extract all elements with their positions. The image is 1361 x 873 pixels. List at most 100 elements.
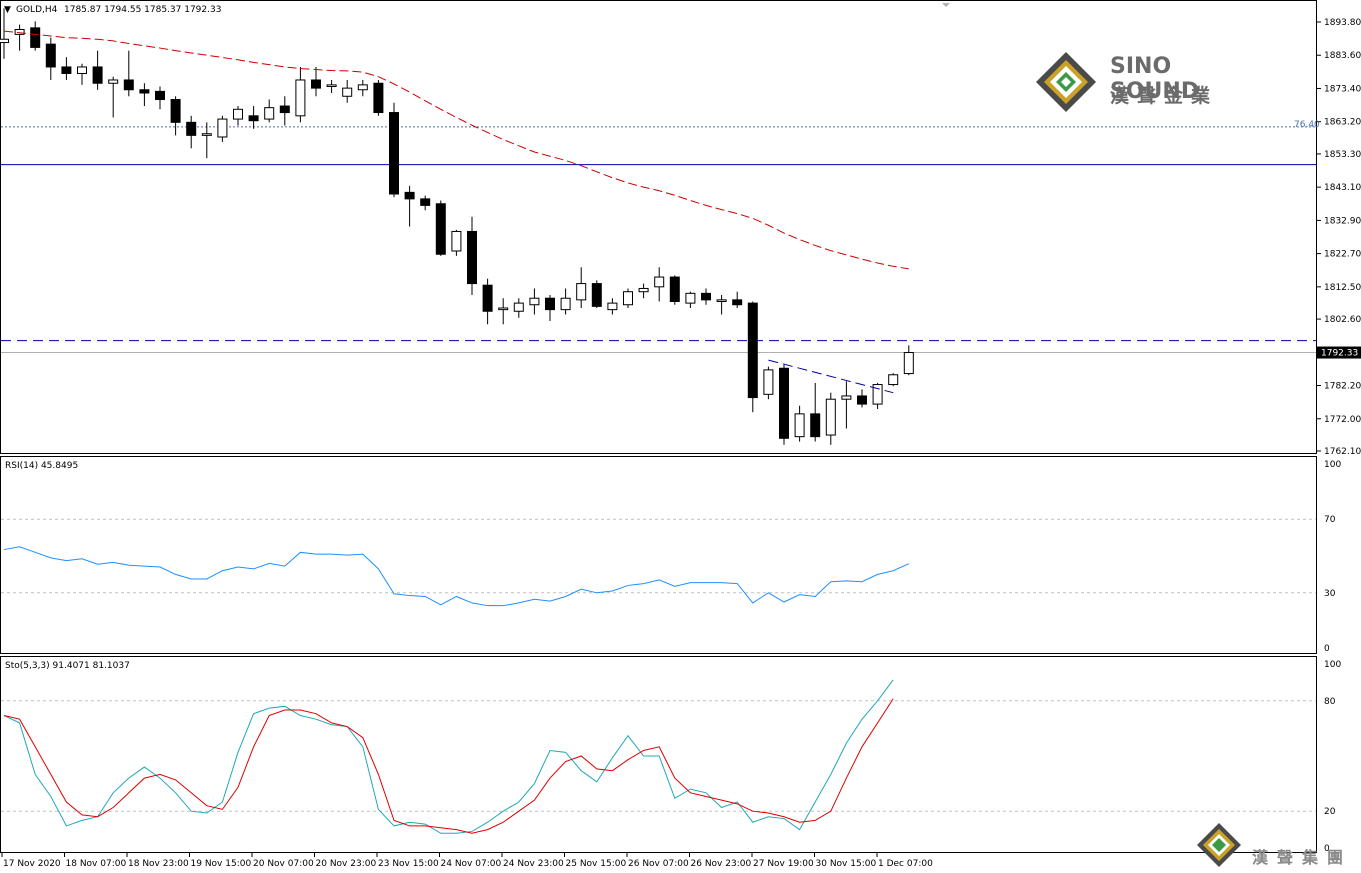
price-tick-label: 1772.00 — [1324, 415, 1361, 425]
rsi-line — [3, 546, 910, 607]
bear-candle — [61, 66, 72, 74]
watermark-logo-icon — [1197, 823, 1241, 867]
shift-marker-icon[interactable] — [942, 3, 950, 7]
bear-candle — [373, 82, 384, 114]
price-tick-label: 1762.10 — [1324, 447, 1361, 457]
price-levels: 1792.33 — [1, 126, 1361, 359]
bull-candle — [14, 28, 25, 35]
sto-panel-frame — [0, 656, 1317, 853]
bull-candle — [763, 369, 774, 395]
time-tick-label: 19 Nov 15:00 — [191, 859, 252, 869]
time-tick-label: 20 Nov 07:00 — [253, 859, 314, 869]
bear-candle — [92, 66, 103, 84]
bull-candle — [217, 118, 228, 138]
price-panel-frame — [0, 0, 1317, 454]
moving-average — [3, 30, 909, 270]
brand-logo: SINO SOUND 漢聲金業 — [1034, 50, 1264, 114]
price-tick-label: 1873.40 — [1324, 84, 1361, 94]
bull-candle — [888, 374, 899, 386]
bull-candle — [529, 297, 540, 306]
bear-candle — [810, 413, 821, 438]
sto-label: Sto(5,3,3) 91.4071 81.1037 — [5, 661, 130, 671]
bear-candle — [669, 276, 680, 302]
diamond-logo-icon — [1036, 52, 1096, 112]
bear-candle — [545, 297, 555, 311]
symbol-label: GOLD,H4 — [16, 5, 58, 15]
symbol-menu-icon[interactable]: ▼ — [4, 5, 11, 15]
bear-candle — [467, 230, 477, 285]
bull-candle — [357, 84, 368, 91]
rsi-indicator: 100 70 30 0 — [1, 460, 1341, 654]
sto-tick-label: 0 — [1324, 844, 1330, 854]
bear-candle — [311, 79, 321, 89]
brand-name-en: SINO SOUND — [1110, 54, 1200, 104]
bear-candle — [420, 198, 431, 206]
time-tick-label: 18 Nov 07:00 — [66, 859, 127, 869]
time-tick-label: 17 Nov 2020 — [3, 859, 61, 869]
time-tick-label: 27 Nov 19:00 — [753, 859, 814, 869]
bear-candle — [389, 112, 399, 195]
trendline — [768, 359, 894, 394]
trendline-dashed — [768, 359, 894, 394]
rsi-tick-label: 70 — [1324, 515, 1336, 525]
time-tick-label: 25 Nov 15:00 — [566, 859, 627, 869]
time-axis: 17 Nov 2020 18 Nov 07:00 18 Nov 23:00 19 No… — [1, 853, 933, 869]
bull-candle — [794, 413, 805, 438]
bull-candle — [326, 84, 337, 87]
price-tick-label: 1853.30 — [1324, 150, 1361, 160]
bull-candle — [841, 395, 852, 400]
rsi-tick-label: 0 — [1324, 644, 1330, 654]
bull-candle — [654, 276, 665, 288]
price-tick-label: 1802.60 — [1324, 315, 1361, 325]
bull-candle — [560, 297, 571, 311]
time-tick-label: 20 Nov 23:00 — [316, 859, 377, 869]
bull-candle — [295, 79, 306, 117]
bull-candle — [0, 38, 9, 44]
time-tick-label: 26 Nov 07:00 — [628, 859, 689, 869]
bull-candle — [623, 291, 633, 306]
bull-candle — [342, 87, 353, 97]
watermark-text: 漢聲集團 — [1252, 848, 1353, 867]
rsi-label: RSI(14) 45.8495 — [5, 461, 78, 471]
price-axis: 1893.80 1883.60 1873.40 1863.20 1853.30 1843.… — [1316, 18, 1361, 457]
bear-candle — [857, 395, 867, 405]
bear-candle — [248, 115, 259, 122]
bear-candle — [747, 302, 758, 399]
bear-candle — [591, 283, 602, 307]
ma-line — [3, 30, 909, 270]
bear-candle — [186, 121, 197, 136]
price-tick-label: 1822.70 — [1324, 250, 1361, 260]
bear-candle — [404, 191, 415, 200]
watermark: 漢聲集團 — [1196, 822, 1361, 872]
bull-candle — [513, 302, 524, 312]
sto-tick-label: 20 — [1324, 807, 1336, 817]
time-tick-label: 23 Nov 15:00 — [378, 859, 439, 869]
brand-name-zh: 漢聲金業 — [1110, 85, 1219, 107]
bear-candle — [701, 292, 711, 301]
bear-candle — [482, 284, 493, 312]
rsi-panel-frame — [0, 456, 1317, 654]
bear-candle — [30, 27, 41, 48]
rsi-tick-label: 30 — [1324, 589, 1336, 599]
price-tick-label: 1782.20 — [1324, 382, 1361, 392]
price-tick-label: 1843.10 — [1324, 183, 1361, 193]
time-tick-label: 24 Nov 07:00 — [441, 859, 502, 869]
bull-candle — [872, 384, 883, 405]
bear-candle — [45, 43, 56, 68]
sto-tick-label: 100 — [1324, 660, 1341, 670]
sto-tick-label: 80 — [1324, 697, 1336, 707]
time-tick-label: 18 Nov 23:00 — [128, 859, 189, 869]
bull-candle — [638, 287, 649, 293]
bull-candle — [825, 398, 836, 436]
time-tick-label: 24 Nov 23:00 — [503, 859, 564, 869]
ohlc-label: 1785.87 1794.55 1785.37 1792.33 — [64, 5, 221, 15]
time-tick-label: 26 Nov 23:00 — [691, 859, 752, 869]
bull-candle — [108, 79, 119, 84]
bear-candle — [123, 79, 134, 91]
bear-candle — [139, 89, 150, 94]
bull-candle — [77, 66, 87, 74]
bull-candle — [498, 307, 509, 311]
bull-candle — [201, 133, 212, 136]
time-tick-label: 1 Dec 07:00 — [878, 859, 933, 869]
